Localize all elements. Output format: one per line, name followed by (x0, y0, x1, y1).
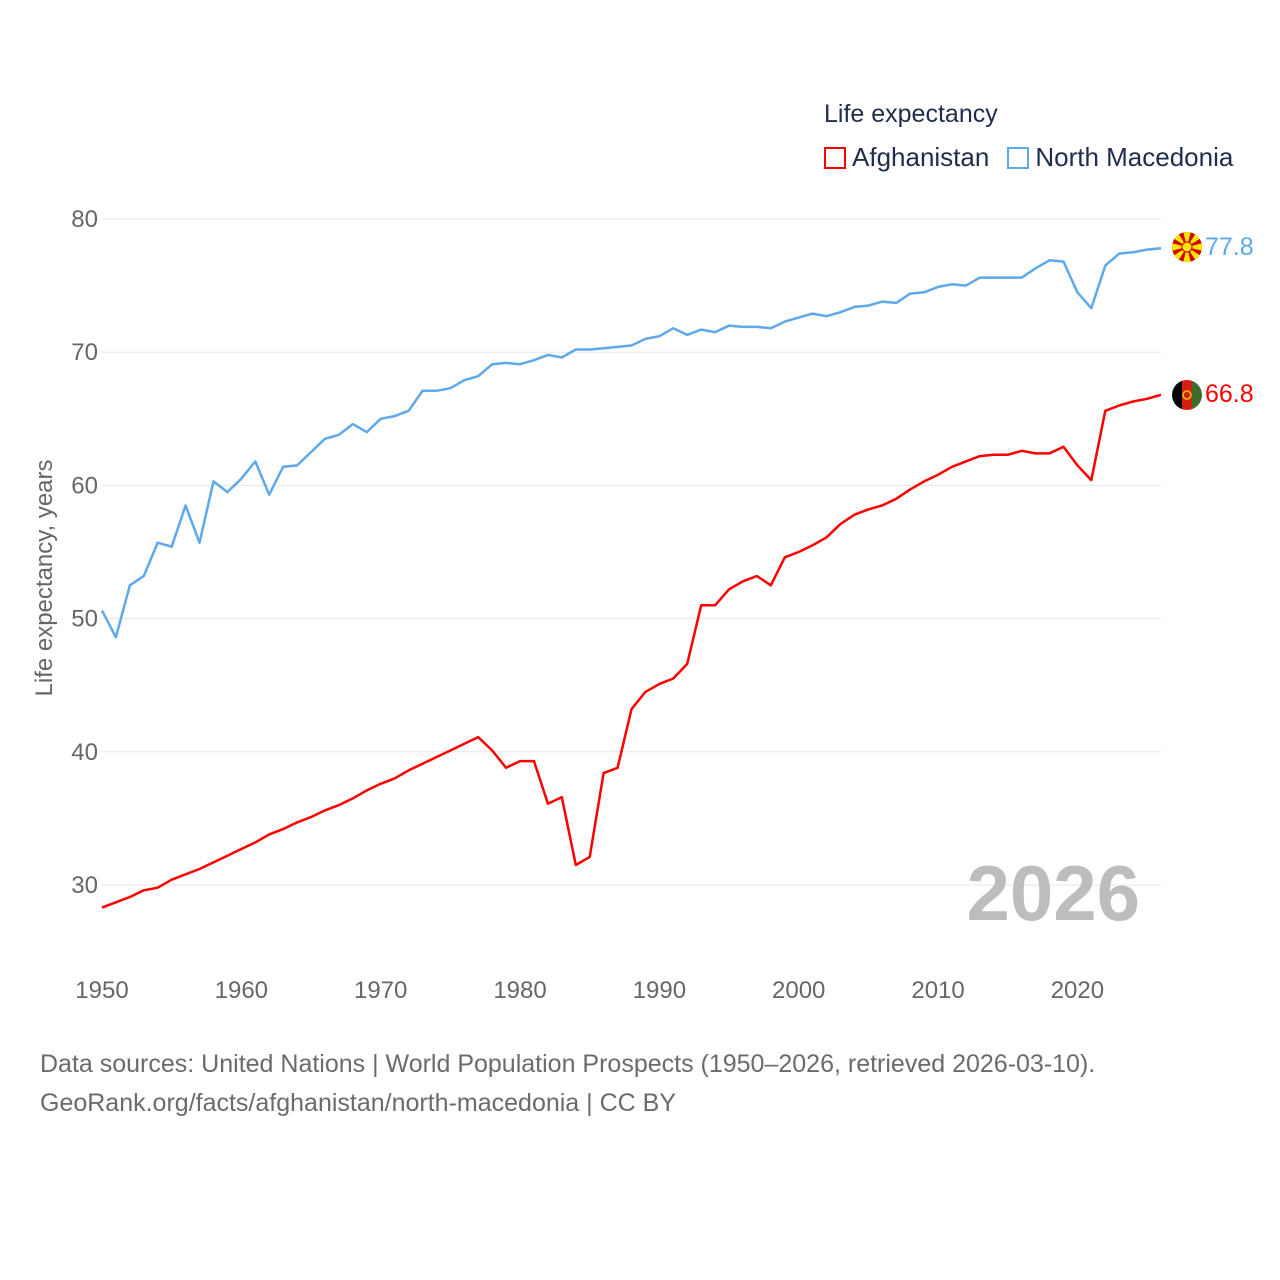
series-line-afghanistan (101, 393, 1162, 909)
x-tick-label: 2000 (772, 977, 825, 1004)
series-line-north-macedonia (100, 247, 1162, 639)
x-tick-label: 1990 (633, 977, 686, 1004)
x-tick-label: 1980 (493, 977, 546, 1004)
legend-label-afghanistan: Afghanistan (852, 142, 990, 172)
y-tick-label: 60 (71, 472, 98, 499)
legend-swatch-north-macedonia (1007, 146, 1030, 169)
y-tick-label: 30 (71, 872, 98, 899)
y-axis-label: Life expectancy, years (31, 459, 58, 696)
y-tick-label: 70 (71, 339, 98, 366)
legend: Afghanistan North Macedonia (824, 142, 1233, 173)
data-sources-text: Data sources: United Nations | World Pop… (40, 1050, 1096, 1078)
legend-swatch-afghanistan (824, 146, 846, 169)
y-tick-label: 80 (71, 206, 98, 233)
x-tick-label: 1950 (75, 977, 128, 1004)
legend-label-north-macedonia: North Macedonia (1035, 142, 1234, 172)
year-watermark: 2026 (966, 849, 1140, 937)
x-tick-label: 2020 (1051, 977, 1104, 1004)
x-tick-label: 1960 (215, 977, 268, 1004)
legend-item-afghanistan[interactable]: Afghanistan (824, 142, 989, 173)
legend-title: Life expectancy (824, 100, 998, 128)
y-tick-label: 50 (71, 606, 98, 633)
legend-item-north-macedonia[interactable]: North Macedonia (1007, 142, 1233, 173)
footer: Data sources: United Nations | World Pop… (40, 1045, 1095, 1123)
flag-afghanistan-icon (1172, 380, 1202, 410)
end-label-north-macedonia: 77.8 (1205, 233, 1254, 261)
line-chart: 30 40 50 60 70 80 1950 1960 1970 1980 1990 2000 201… (31, 206, 1254, 1004)
flag-north-macedonia-icon (1172, 232, 1202, 262)
attribution-link[interactable]: GeoRank.org/facts/afghanistan/north-mace… (40, 1089, 676, 1117)
x-tick-label: 1970 (354, 977, 407, 1004)
y-tick-label: 40 (71, 739, 98, 766)
x-tick-label: 2010 (911, 977, 964, 1004)
end-label-afghanistan: 66.8 (1205, 380, 1254, 408)
